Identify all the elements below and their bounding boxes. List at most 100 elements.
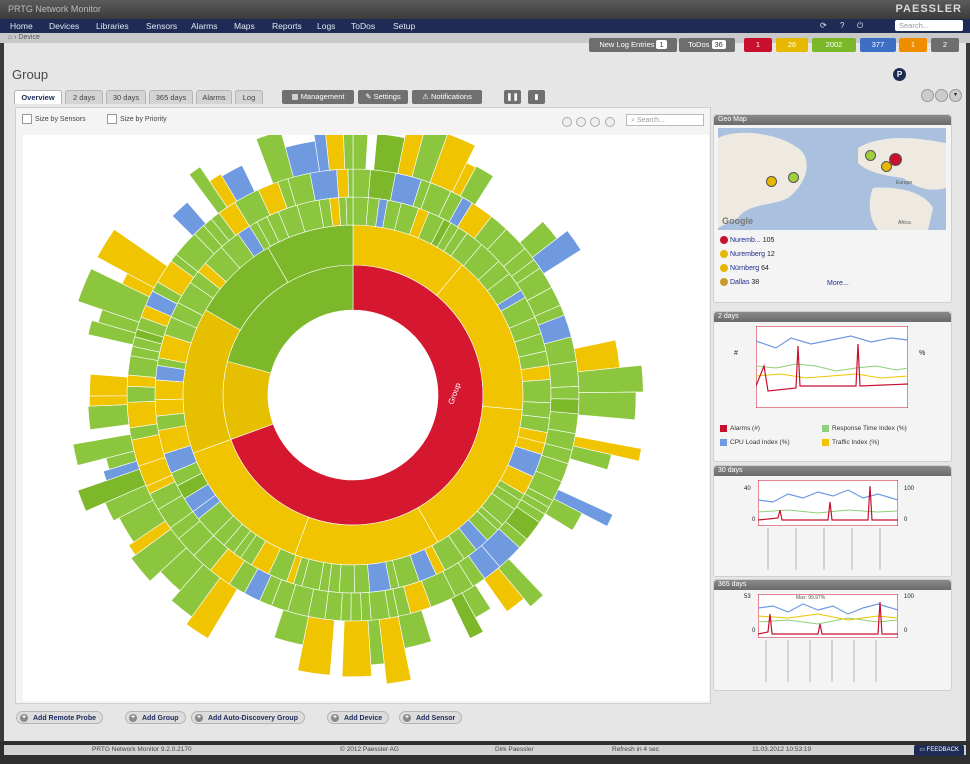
breadcrumb-device[interactable]: ⌂ › Device <box>8 34 40 41</box>
sunburst-segment[interactable] <box>548 360 580 388</box>
sunburst-segment[interactable] <box>154 379 184 400</box>
menu-setup[interactable]: Setup <box>393 21 416 31</box>
sunburst-segment[interactable] <box>569 445 612 471</box>
map-pin-icon[interactable] <box>881 161 892 172</box>
settings-button[interactable]: ✎ Settings <box>358 90 408 104</box>
refresh-icon[interactable]: ⟳ <box>820 21 827 30</box>
status-up-button[interactable]: 2002 <box>812 38 856 52</box>
menu-libraries[interactable]: Libraries <box>96 21 129 31</box>
notifications-button[interactable]: ⚠ Notifications <box>412 90 482 104</box>
tab-365-days[interactable]: 365 days <box>149 90 193 104</box>
size-by-sensors-checkbox[interactable]: Size by Sensors <box>22 114 86 126</box>
status-unknown-button[interactable]: 2 <box>931 38 959 52</box>
sunburst-segment[interactable] <box>353 564 371 594</box>
status-unusual-button[interactable]: 1 <box>899 38 927 52</box>
sunburst-segment[interactable] <box>350 592 362 622</box>
sunburst-segment[interactable] <box>347 168 354 198</box>
size-by-priority-checkbox[interactable]: Size by Priority <box>107 114 167 126</box>
sunburst-segment[interactable] <box>352 102 370 170</box>
sunburst-segment[interactable] <box>96 228 168 289</box>
sunburst-segment[interactable] <box>345 196 354 226</box>
zoom-dot-icon[interactable] <box>605 117 615 127</box>
help-icon[interactable]: ? <box>840 21 845 30</box>
map-pin-icon[interactable] <box>889 153 902 166</box>
graph-365days-plot[interactable] <box>758 594 898 638</box>
pause-button[interactable]: ❚❚ <box>504 90 521 104</box>
location-nuremb[interactable]: Nuremb... 105 <box>720 236 774 244</box>
sunburst-segment[interactable] <box>154 398 185 417</box>
sunburst-segment[interactable] <box>342 116 354 170</box>
sunburst-segment[interactable] <box>549 398 580 415</box>
menu-devices[interactable]: Devices <box>49 21 80 31</box>
overview-search-input[interactable]: ⌕ Search... <box>626 114 704 126</box>
menu-maps[interactable]: Maps <box>234 21 255 31</box>
zoom-dot-icon[interactable] <box>562 117 572 127</box>
more-link[interactable]: More... <box>827 280 849 287</box>
location-nurnberg[interactable]: Nürnberg 64 <box>720 264 769 272</box>
todos-button[interactable]: ToDos 36 <box>679 38 735 52</box>
graph-30days-plot[interactable] <box>758 480 898 526</box>
sunburst-segment[interactable] <box>309 169 339 201</box>
menu-home[interactable]: Home <box>10 21 33 31</box>
sunburst-segment[interactable] <box>531 230 582 275</box>
sunburst-segment[interactable] <box>87 404 130 431</box>
add-device-button[interactable]: + Add Device <box>327 711 390 724</box>
status-down-button[interactable]: 1 <box>744 38 772 52</box>
sunburst-segment[interactable] <box>126 401 158 429</box>
delete-button[interactable]: ▮ <box>528 90 545 104</box>
add-sensor-button[interactable]: + Add Sensor <box>399 711 463 724</box>
menu-sensors[interactable]: Sensors <box>146 21 178 31</box>
sunburst-segment[interactable] <box>573 339 621 373</box>
columns-icon[interactable] <box>935 89 948 102</box>
sunburst-segment[interactable] <box>171 201 207 237</box>
graph-2days-plot[interactable] <box>756 326 908 408</box>
sunburst-segment[interactable] <box>577 391 637 421</box>
tab-log[interactable]: Log <box>235 90 263 104</box>
sunburst-segment[interactable] <box>483 567 525 612</box>
menu-logs[interactable]: Logs <box>317 21 336 31</box>
add-remote-probe-button[interactable]: + Add Remote Probe <box>16 711 104 724</box>
sunburst-segment[interactable] <box>450 592 484 639</box>
dropdown-icon[interactable]: ▾ <box>949 89 962 102</box>
status-warning-button[interactable]: 26 <box>776 38 808 52</box>
map-pin-icon[interactable] <box>766 176 777 187</box>
tab-alarms[interactable]: Alarms <box>196 90 232 104</box>
management-button[interactable]: ▦ Management <box>282 90 354 104</box>
feedback-button[interactable]: ▭ FEEDBACK <box>914 745 964 756</box>
menu-todos[interactable]: ToDos <box>351 21 376 31</box>
sunburst-segment[interactable] <box>72 433 135 466</box>
location-nuremberg[interactable]: Nuremberg 12 <box>720 250 775 258</box>
sunburst-chart[interactable]: Group <box>23 102 709 701</box>
search-input[interactable]: Search... <box>895 20 963 31</box>
location-dallas[interactable]: Dallas 38 <box>720 278 759 286</box>
sunburst-segment[interactable] <box>89 395 128 407</box>
sunburst-segment[interactable] <box>352 196 369 226</box>
sunburst-segment[interactable] <box>544 498 583 531</box>
sunburst-segment[interactable] <box>341 620 372 677</box>
geo-map[interactable]: Europe Africa Google <box>718 128 946 230</box>
status-paused-button[interactable]: 377 <box>860 38 896 52</box>
add-group-button[interactable]: + Add Group <box>125 711 186 724</box>
new-log-entries-button[interactable]: New Log Entries 1 <box>589 38 677 52</box>
tab-overview[interactable]: Overview <box>14 90 62 104</box>
map-pin-icon[interactable] <box>788 172 799 183</box>
zoom-dot-icon[interactable] <box>590 117 600 127</box>
sunburst-segment[interactable] <box>273 609 309 646</box>
zoom-dot-icon[interactable] <box>576 117 586 127</box>
sunburst-segment[interactable] <box>221 164 256 202</box>
map-pin-icon[interactable] <box>865 150 876 161</box>
logout-icon[interactable]: ⏻ <box>857 21 864 30</box>
sunburst-segment[interactable] <box>89 373 129 397</box>
tab-2-days[interactable]: 2 days <box>65 90 103 104</box>
sunburst-segment[interactable] <box>338 564 355 594</box>
menu-reports[interactable]: Reports <box>272 21 302 31</box>
sunburst-segment[interactable] <box>126 385 156 403</box>
sunburst-segment[interactable] <box>550 386 580 400</box>
sunburst-segment[interactable] <box>352 168 371 198</box>
sunburst-segment[interactable] <box>459 165 494 206</box>
menu-alarms[interactable]: Alarms <box>191 21 218 31</box>
probe-badge[interactable]: P <box>893 68 906 81</box>
tab-30-days[interactable]: 30 days <box>106 90 146 104</box>
layout-icon[interactable] <box>921 89 934 102</box>
sunburst-segment[interactable] <box>255 130 294 185</box>
